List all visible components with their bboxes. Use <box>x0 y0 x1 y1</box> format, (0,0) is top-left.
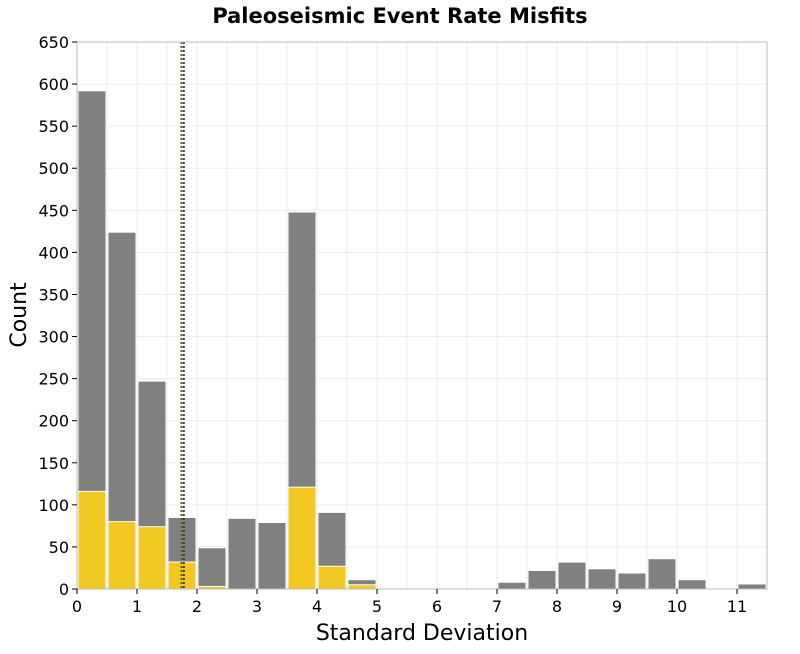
bar-gray <box>617 572 647 590</box>
y-tick-label: 350 <box>38 285 69 304</box>
x-tick-label: 2 <box>192 597 202 616</box>
bar-yellow <box>287 486 317 590</box>
bar-yellow <box>107 521 137 590</box>
y-tick-label: 450 <box>38 201 69 220</box>
y-tick-label: 50 <box>49 538 69 557</box>
x-tick-label: 6 <box>432 597 442 616</box>
y-axis-ticks: 0 50 100 150 200 250 300 350 400 450 500 550 600 650 <box>38 33 77 599</box>
y-tick-label: 250 <box>38 370 69 389</box>
bar-yellow <box>137 526 167 590</box>
x-tick-label: 10 <box>667 597 687 616</box>
x-tick-label: 11 <box>727 597 747 616</box>
x-tick-label: 4 <box>312 597 322 616</box>
bar-gray <box>677 579 707 590</box>
x-tick-label: 8 <box>552 597 562 616</box>
x-tick-label: 5 <box>372 597 382 616</box>
bar-gray <box>557 561 587 590</box>
y-tick-label: 400 <box>38 243 69 262</box>
x-tick-label: 7 <box>492 597 502 616</box>
bar-gray <box>587 568 617 590</box>
bar-yellow <box>317 565 347 590</box>
bar-gray <box>497 581 527 590</box>
x-tick-label: 9 <box>612 597 622 616</box>
bar-gray <box>197 547 227 590</box>
bar-gray <box>227 517 257 590</box>
bar-gray <box>737 583 767 590</box>
y-tick-label: 550 <box>38 117 69 136</box>
y-tick-label: 0 <box>59 580 69 599</box>
x-tick-label: 3 <box>252 597 262 616</box>
x-axis-ticks: 0 1 2 3 4 5 6 7 8 9 10 11 <box>72 589 747 616</box>
y-axis-label: Count <box>7 282 32 348</box>
y-tick-label: 300 <box>38 328 69 347</box>
y-tick-label: 600 <box>38 75 69 94</box>
bar-yellow <box>77 490 107 590</box>
bar-yellow <box>347 584 377 590</box>
x-tick-label: 1 <box>132 597 142 616</box>
x-axis-label: Standard Deviation <box>316 621 528 646</box>
y-tick-label: 200 <box>38 412 69 431</box>
y-tick-label: 100 <box>38 496 69 515</box>
y-tick-label: 500 <box>38 159 69 178</box>
bar-gray <box>527 569 557 590</box>
plot-frame <box>76 41 768 590</box>
reference-lines <box>180 42 185 589</box>
bar-gray <box>257 522 287 590</box>
bars-layer <box>77 90 767 590</box>
chart-title: Paleoseismic Event Rate Misfits <box>212 4 587 28</box>
bar-gray <box>647 558 677 590</box>
y-tick-label: 650 <box>38 33 69 52</box>
x-tick-label: 0 <box>72 597 82 616</box>
y-tick-label: 150 <box>38 454 69 473</box>
